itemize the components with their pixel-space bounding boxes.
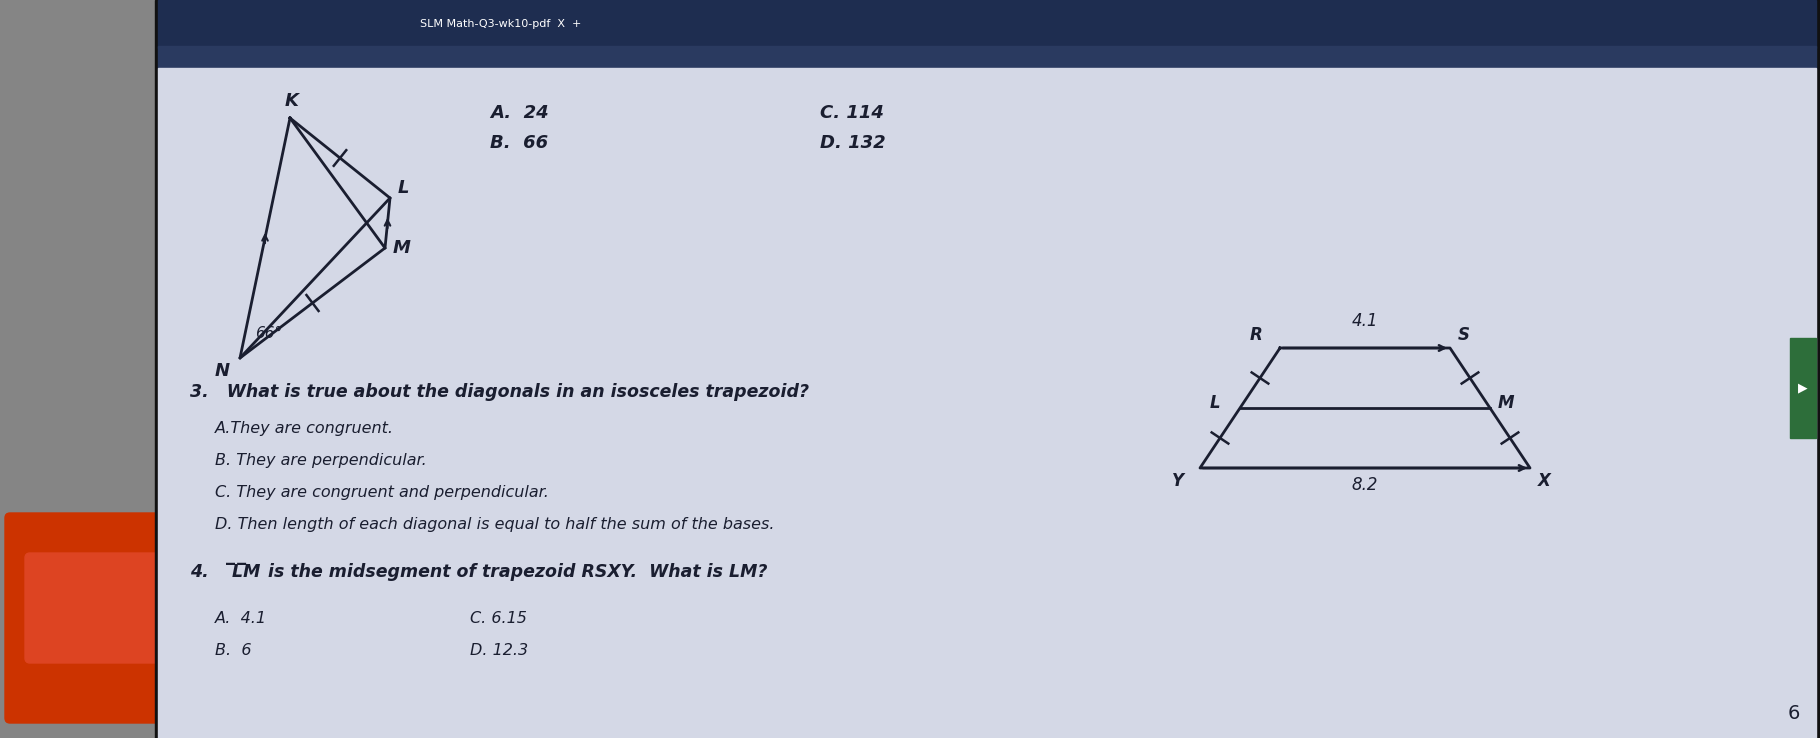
- Text: A.They are congruent.: A.They are congruent.: [215, 421, 393, 436]
- Text: N: N: [215, 362, 229, 380]
- Text: 6: 6: [1787, 704, 1800, 723]
- FancyBboxPatch shape: [5, 513, 175, 723]
- Text: B. They are perpendicular.: B. They are perpendicular.: [215, 453, 426, 468]
- Text: ▶: ▶: [1798, 382, 1807, 395]
- Bar: [158, 0, 1816, 48]
- Text: M: M: [393, 239, 411, 257]
- Text: X: X: [1538, 472, 1551, 490]
- Text: 4.1: 4.1: [1352, 312, 1378, 330]
- Text: D. Then length of each diagonal is equal to half the sum of the bases.: D. Then length of each diagonal is equal…: [215, 517, 775, 532]
- Text: C. They are congruent and perpendicular.: C. They are congruent and perpendicular.: [215, 485, 550, 500]
- Text: A.  4.1: A. 4.1: [215, 611, 268, 626]
- Text: B.  6: B. 6: [215, 643, 251, 658]
- Bar: [158, 46, 1816, 68]
- Text: Y: Y: [1172, 472, 1185, 490]
- Text: K: K: [286, 92, 298, 110]
- Text: L: L: [1210, 394, 1221, 412]
- Text: R: R: [1250, 326, 1263, 344]
- Text: is the midsegment of trapezoid RSXY.  What is LM?: is the midsegment of trapezoid RSXY. Wha…: [262, 563, 768, 581]
- Text: B.  66: B. 66: [490, 134, 548, 152]
- FancyBboxPatch shape: [25, 553, 166, 663]
- Bar: [0, 0, 209, 738]
- Text: A.  24: A. 24: [490, 104, 548, 122]
- Text: M: M: [1498, 394, 1514, 412]
- Text: ̅L̅M: ̅L̅M: [231, 563, 260, 581]
- Text: C. 114: C. 114: [821, 104, 885, 122]
- Text: 4.: 4.: [189, 563, 220, 581]
- Bar: [1791, 338, 1816, 438]
- Text: C. 6.15: C. 6.15: [470, 611, 526, 626]
- Text: D. 132: D. 132: [821, 134, 886, 152]
- Text: SLM Math-Q3-wk10-pdf  X  +: SLM Math-Q3-wk10-pdf X +: [420, 19, 581, 29]
- Text: L: L: [399, 179, 410, 197]
- Text: S: S: [1458, 326, 1471, 344]
- Text: 66°: 66°: [255, 326, 282, 341]
- Text: D. 12.3: D. 12.3: [470, 643, 528, 658]
- Text: 8.2: 8.2: [1352, 476, 1378, 494]
- Text: 3.   What is true about the diagonals in an isosceles trapezoid?: 3. What is true about the diagonals in a…: [189, 383, 810, 401]
